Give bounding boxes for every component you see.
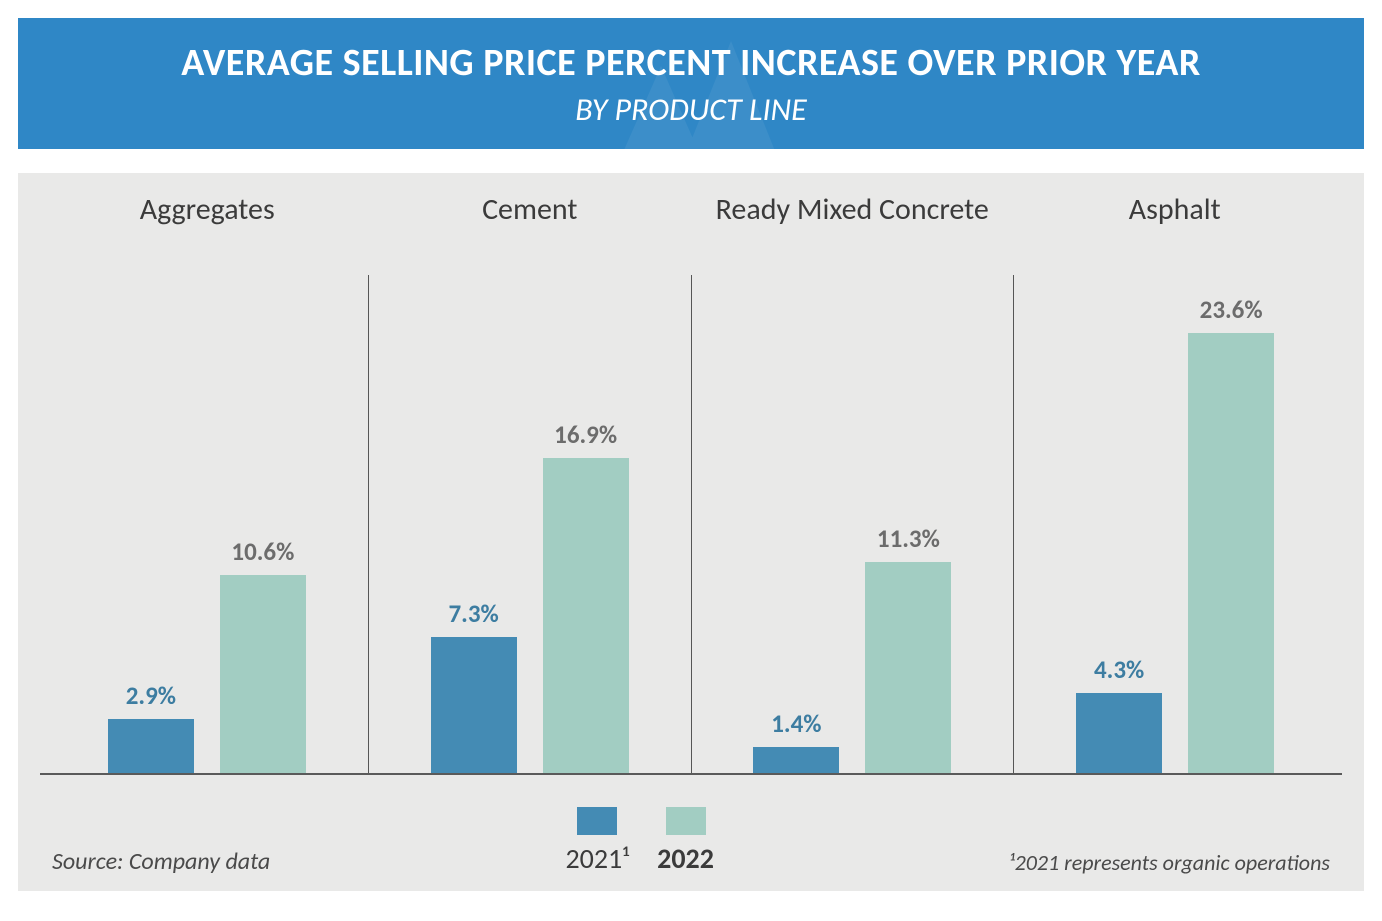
bar (108, 719, 194, 773)
chart-header: AVERAGE SELLING PRICE PERCENT INCREASE O… (18, 18, 1364, 149)
bar-value-label: 1.4% (771, 708, 821, 739)
bar (1076, 693, 1162, 773)
bar-panels: 2.9% 10.6% 7.3% 16.9% 1.4% 11.3% 4.3% 23.6% (46, 275, 1336, 773)
category-label: Ready Mixed Concrete (691, 191, 1014, 275)
category-label: Aggregates (46, 191, 369, 275)
footnote-text: ¹2021 represents organic operations (1009, 849, 1330, 876)
legend-item: 2022 (657, 807, 714, 876)
chart-title: AVERAGE SELLING PRICE PERCENT INCREASE O… (38, 40, 1344, 86)
legend-swatch (577, 807, 617, 835)
chart-subtitle: BY PRODUCT LINE (38, 90, 1344, 129)
chart-panel: 1.4% 11.3% (691, 275, 1014, 773)
chart-baseline (40, 773, 1342, 775)
bar-value-label: 23.6% (1200, 294, 1263, 325)
bar-group: 7.3% (431, 275, 517, 773)
bar-value-label: 11.3% (877, 523, 940, 554)
bar-group: 1.4% (753, 275, 839, 773)
category-label: Asphalt (1014, 191, 1337, 275)
bar-group: 11.3% (865, 275, 951, 773)
chart-panel: 7.3% 16.9% (368, 275, 691, 773)
bar-value-label: 4.3% (1094, 654, 1144, 685)
bar-group: 4.3% (1076, 275, 1162, 773)
bar (1188, 333, 1274, 773)
bar-group: 16.9% (543, 275, 629, 773)
bar-group: 10.6% (220, 275, 306, 773)
legend-swatch (666, 807, 706, 835)
legend-item: 2021¹ (565, 807, 629, 876)
legend: 2021¹ 2022 (565, 807, 713, 876)
bar (220, 575, 306, 773)
bar-value-label: 2.9% (126, 680, 176, 711)
chart-container: AVERAGE SELLING PRICE PERCENT INCREASE O… (0, 0, 1382, 921)
category-labels-row: AggregatesCementReady Mixed ConcreteAsph… (46, 191, 1336, 275)
bar-value-label: 10.6% (231, 536, 294, 567)
bar (865, 562, 951, 773)
bar (431, 637, 517, 773)
chart-panel: 4.3% 23.6% (1013, 275, 1336, 773)
bar-group: 2.9% (108, 275, 194, 773)
source-text: Source: Company data (52, 847, 270, 876)
chart-plot-area: AggregatesCementReady Mixed ConcreteAsph… (18, 173, 1364, 891)
legend-label: 2021¹ (565, 841, 629, 876)
bar (543, 458, 629, 773)
bar-value-label: 7.3% (449, 598, 499, 629)
category-label: Cement (369, 191, 692, 275)
bar-group: 23.6% (1188, 275, 1274, 773)
legend-row: Source: Company data 2021¹ 2022 ¹2021 rep… (46, 807, 1336, 876)
bar (753, 747, 839, 773)
legend-label: 2022 (657, 841, 714, 876)
bar-value-label: 16.9% (554, 419, 617, 450)
chart-panel: 2.9% 10.6% (46, 275, 368, 773)
